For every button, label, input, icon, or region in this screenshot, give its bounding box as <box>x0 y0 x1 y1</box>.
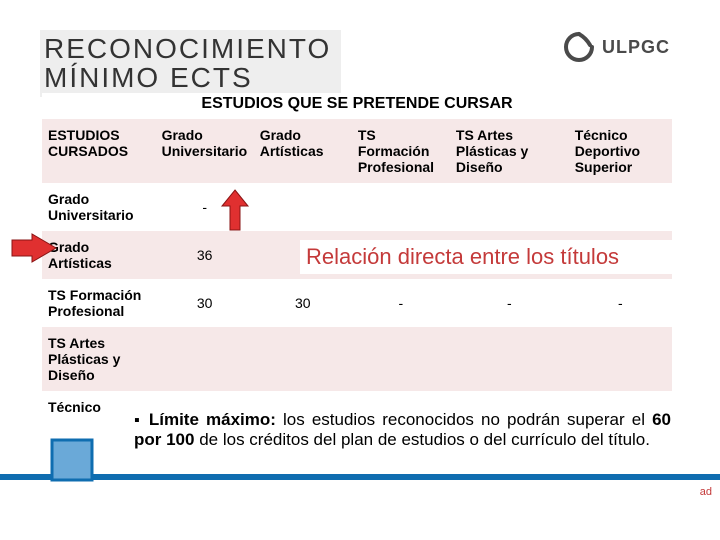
cell: - <box>569 279 672 327</box>
row-label: Grado Universitario <box>42 183 156 231</box>
footer-text: ad <box>700 486 712 498</box>
ulpgc-logo: ULPGC <box>562 30 670 64</box>
table-row: TS Artes Plásticas y Diseño <box>42 327 672 391</box>
col-header: Grado Universitario <box>156 119 254 183</box>
slide: ULPGC RECONOCIMIENTO MÍNIMO ECTS ESTUDIO… <box>0 0 720 540</box>
footer-square-icon <box>50 438 94 482</box>
note-body2: de los créditos del plan de estudios o d… <box>199 430 650 449</box>
title-line2: MÍNIMO ECTS <box>44 63 331 92</box>
title-line1: RECONOCIMIENTO <box>44 34 331 63</box>
relation-callout: Relación directa entre los títulos <box>300 240 685 274</box>
cell: - <box>450 279 569 327</box>
col-header: Grado Artísticas <box>254 119 352 183</box>
logo-swirl-icon <box>562 30 596 64</box>
col-header: ESTUDIOS CURSADOS <box>42 119 156 183</box>
cell <box>254 183 352 231</box>
cell: 30 <box>254 279 352 327</box>
red-up-arrow-icon <box>220 188 250 232</box>
bullet-icon: ▪ <box>134 412 149 429</box>
row-label: Grado Artísticas <box>42 231 156 279</box>
cell: - <box>352 279 450 327</box>
note-lead: Límite máximo: <box>149 410 276 429</box>
logo-text: ULPGC <box>602 37 670 58</box>
row-label: TS Artes Plásticas y Diseño <box>42 327 156 391</box>
table-row: Grado Universitario - <box>42 183 672 231</box>
row-label: TS Formación Profesional <box>42 279 156 327</box>
cell <box>450 183 569 231</box>
cell <box>352 183 450 231</box>
col-header: TS Formación Profesional <box>352 119 450 183</box>
cell <box>254 327 352 391</box>
subtitle: ESTUDIOS QUE SE PRETENDE CURSAR <box>42 93 672 119</box>
col-header: Técnico Deportivo Superior <box>569 119 672 183</box>
note-body1: los estudios reconocidos no podrán super… <box>283 410 652 429</box>
cell <box>352 327 450 391</box>
cell: 36 <box>156 231 254 279</box>
cell <box>569 327 672 391</box>
cell: 30 <box>156 279 254 327</box>
cell <box>156 327 254 391</box>
red-right-arrow-icon <box>10 232 58 264</box>
table-header-row: ESTUDIOS CURSADOS Grado Universitario Gr… <box>42 119 672 183</box>
footer-bar <box>0 474 720 480</box>
title-block: RECONOCIMIENTO MÍNIMO ECTS <box>40 30 341 97</box>
limit-note: ▪ Límite máximo: los estudios reconocido… <box>130 408 675 453</box>
cell <box>450 327 569 391</box>
table-row: TS Formación Profesional 30 30 - - - <box>42 279 672 327</box>
cell <box>569 183 672 231</box>
col-header: TS Artes Plásticas y Diseño <box>450 119 569 183</box>
